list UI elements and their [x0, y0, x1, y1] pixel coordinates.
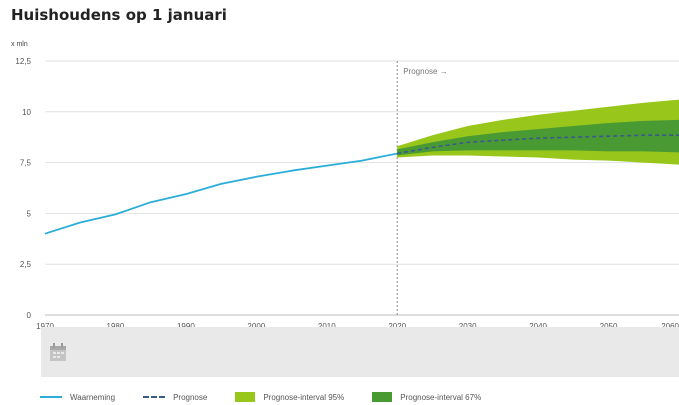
band-layer	[397, 99, 679, 165]
legend-swatch-interval67	[372, 392, 393, 402]
legend-swatch-interval95	[235, 392, 256, 402]
y-tick-label: 12,5	[15, 57, 31, 66]
chart-area: 0 2,5 5 7,5 10 12,5 1970 1980 1990 2000 2010 2020 20…	[11, 41, 679, 330]
x-tick-label: 2020	[388, 322, 406, 330]
x-tick-label: 2010	[318, 322, 336, 330]
legend-item-forecast[interactable]: Prognose	[143, 393, 207, 402]
x-tick-label: 2030	[459, 322, 477, 330]
time-navigator[interactable]	[41, 327, 679, 377]
x-tick-label: 2000	[247, 322, 265, 330]
calendar-icon[interactable]	[49, 342, 67, 362]
x-tick-label: 2050	[600, 322, 618, 330]
legend-item-interval67[interactable]: Prognose-interval 67%	[372, 392, 481, 402]
y-tick-label: 2,5	[20, 260, 32, 269]
y-tick-label: 0	[27, 311, 32, 320]
grid-layer	[45, 60, 679, 316]
axis-layer: 0 2,5 5 7,5 10 12,5 1970 1980 1990 2000 2010 2020 20…	[15, 57, 679, 330]
x-tick-label: 1970	[36, 322, 54, 330]
y-tick-label: 10	[22, 108, 31, 117]
legend-swatch-forecast	[143, 396, 166, 398]
legend-label-interval67: Prognose-interval 67%	[400, 392, 482, 402]
x-tick-label: 2060	[661, 322, 679, 330]
legend-item-interval95[interactable]: Prognose-interval 95%	[235, 392, 344, 402]
observed-line	[44, 152, 398, 235]
chart-title: Huishoudens op 1 januari	[11, 6, 227, 24]
legend-item-observed[interactable]: Waarneming	[40, 393, 115, 402]
legend-label-observed: Waarneming	[70, 392, 116, 402]
y-tick-label: 7,5	[20, 159, 32, 168]
legend-label-forecast: Prognose	[173, 392, 208, 402]
line-layer	[44, 134, 679, 235]
y-unit-label: x mln	[11, 41, 28, 48]
x-tick-label: 2040	[529, 322, 547, 330]
legend-label-interval95: Prognose-interval 95%	[263, 392, 345, 402]
y-tick-label: 5	[27, 209, 32, 218]
x-tick-label: 1990	[177, 322, 195, 330]
chart-legend: Waarneming Prognose Prognose-interval 95…	[40, 390, 509, 404]
legend-swatch-observed	[40, 396, 62, 398]
x-tick-label: 1980	[107, 322, 125, 330]
forecast-line	[397, 134, 679, 155]
forecast-annotation: Prognose →	[403, 67, 447, 76]
